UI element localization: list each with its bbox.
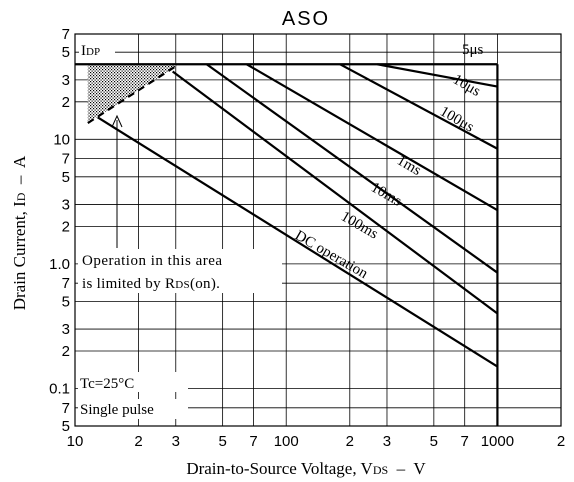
y-tick-label: 7 — [62, 151, 70, 168]
grid — [74, 33, 562, 427]
series-line-rds-on — [87, 63, 180, 124]
y-tick-label: 0.1 — [49, 380, 70, 397]
y-axis-label: Drain Current, ID – A — [10, 155, 29, 310]
y-tick-label: 5 — [62, 44, 70, 61]
y-tick-label: 5 — [62, 293, 70, 310]
x-tick-label: 1000 — [481, 433, 514, 450]
x-tick-label: 5 — [218, 433, 226, 450]
x-tick-label: 100 — [274, 433, 299, 450]
x-tick-label: 7 — [249, 433, 257, 450]
label-10ms: 10ms — [368, 180, 404, 210]
y-tick-label: 2 — [62, 94, 70, 111]
y-tick-label: 1.0 — [49, 256, 70, 273]
label-10us: 10μs — [450, 72, 483, 100]
y-tick-label: 3 — [62, 196, 70, 213]
idp-label-bg — [79, 41, 115, 59]
series-line-100us — [339, 63, 498, 150]
y-tick-label: 3 — [62, 321, 70, 338]
y-tick-label: 10 — [53, 131, 70, 148]
y-tick-label: 7 — [62, 26, 70, 43]
area-note-arrowhead — [111, 114, 123, 128]
curve-labels: 5μs 10μs 100μs 1ms 10ms 100ms DC operati… — [292, 42, 484, 282]
label-1ms: 1ms — [394, 153, 424, 179]
x-tick-label: 2 — [557, 433, 565, 450]
plot-border — [74, 33, 562, 427]
series-line-10us — [377, 63, 498, 88]
tc-label: Tc=25°C — [80, 376, 134, 392]
x-tick-label: 3 — [383, 433, 391, 450]
y-tick-label: 3 — [62, 72, 70, 89]
single-pulse-bg — [78, 399, 188, 419]
series-line-dc-operation — [97, 116, 499, 368]
idp-label: IDP — [81, 43, 100, 59]
chart-title: ASO — [282, 8, 330, 30]
series-line-10ms — [205, 63, 499, 274]
series-line-1ms — [246, 63, 498, 212]
x-tick-label: 7 — [461, 433, 469, 450]
y-tick-label: 7 — [62, 275, 70, 292]
plot-frame — [74, 33, 562, 427]
tc-label-bg — [78, 372, 188, 392]
y-tick-label: 2 — [62, 218, 70, 235]
x-tick-label: 2 — [346, 433, 354, 450]
area-note-line1: Operation in this area — [82, 253, 223, 269]
y-tick-label: 7 — [62, 400, 70, 417]
single-pulse-label: Single pulse — [80, 402, 154, 418]
y-tick-label: 5 — [62, 169, 70, 186]
label-100us: 100μs — [437, 104, 477, 136]
area-note-bg — [78, 249, 282, 293]
y-tick-label: 5 — [62, 418, 70, 435]
label-100ms: 100ms — [338, 209, 381, 243]
area-note-line2: is limited by RDS(on). — [82, 276, 220, 292]
series-lines — [75, 63, 499, 368]
x-tick-label: 3 — [172, 433, 180, 450]
x-tick-label: 2 — [134, 433, 142, 450]
x-tick-label: 10 — [67, 433, 84, 450]
series-line-100ms — [172, 70, 499, 315]
x-tick-label: 5 — [430, 433, 438, 450]
x-axis-label: Drain-to-Source Voltage, VDS – V — [186, 459, 426, 478]
y-tick-label: 2 — [62, 343, 70, 360]
label-dc-operation: DC operation — [292, 228, 371, 283]
label-5us: 5μs — [462, 42, 484, 58]
x-tick-labels: 10 2 3 5 7 100 2 3 5 7 1000 2 — [67, 433, 566, 450]
